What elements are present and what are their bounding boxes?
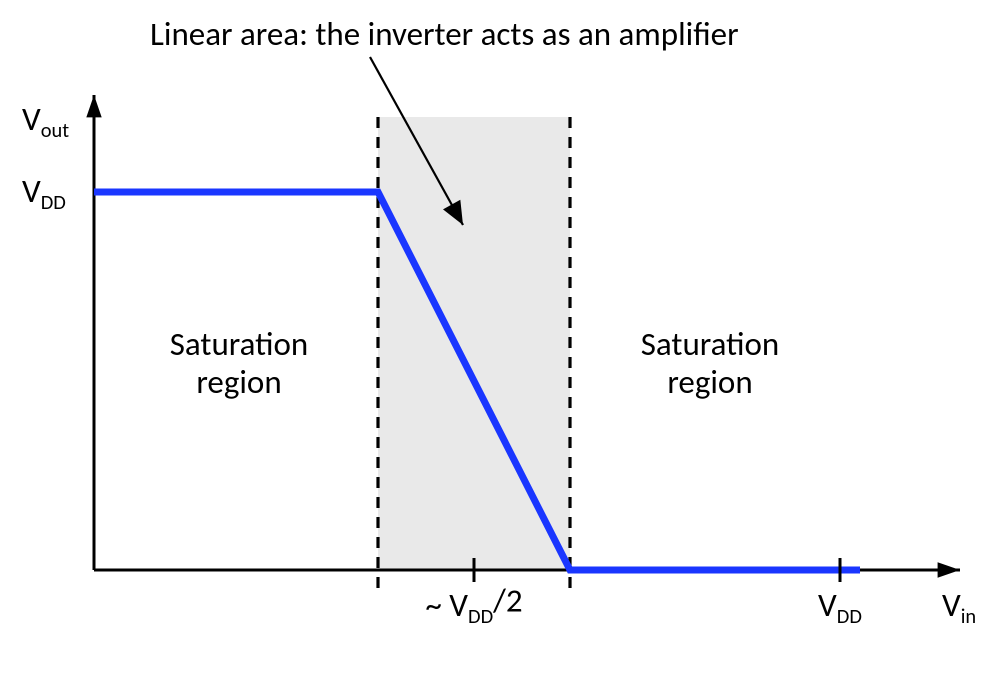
- x-axis-arrow-icon: [938, 562, 960, 577]
- y-axis-label: Vout: [22, 99, 69, 143]
- x-axis-label: Vin: [942, 585, 976, 629]
- saturation-region-right-label: Saturationregion: [641, 324, 780, 402]
- linear-region-shade: [378, 117, 570, 570]
- annotation-label: Linear area: the inverter acts as an amp…: [150, 14, 739, 54]
- y-tick-vdd-label: VDD: [22, 171, 66, 215]
- x-tick-vdd-half-label: ~ VDD/2: [425, 581, 522, 630]
- saturation-region-left-label: Saturationregion: [170, 324, 309, 402]
- y-axis-arrow-icon: [86, 95, 101, 117]
- x-tick-vdd-label: VDD: [818, 585, 862, 629]
